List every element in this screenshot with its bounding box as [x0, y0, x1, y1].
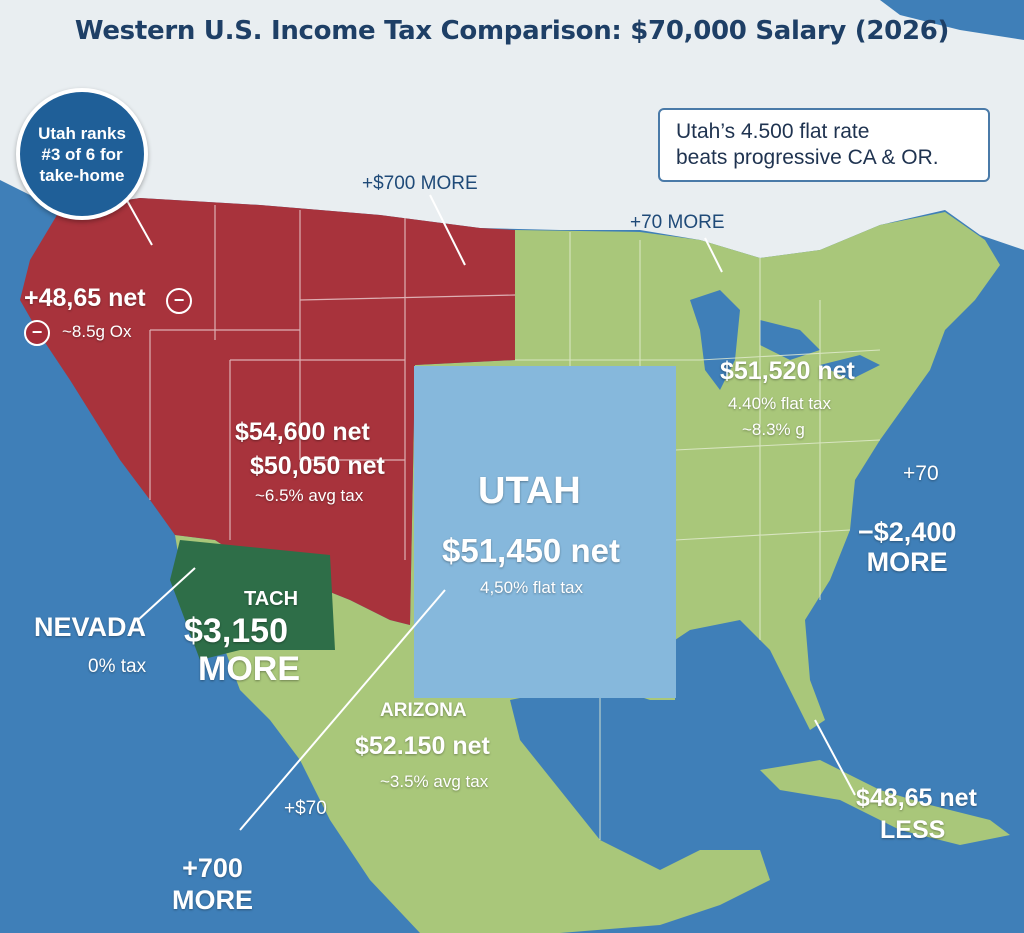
east-plus: +70	[903, 462, 939, 485]
tach-more: MORE	[198, 650, 300, 688]
canada-landmass	[0, 0, 1024, 258]
utah-highlight	[414, 366, 676, 698]
minus-icon: −	[24, 320, 50, 346]
western-states-region	[20, 198, 515, 625]
northern-water	[880, 0, 1024, 40]
east-more: −$2,400 MORE	[858, 517, 957, 577]
great-lakes	[690, 290, 880, 390]
east-sub: ~8.3% g	[742, 420, 805, 439]
utah-tax: 4,50% flat tax	[480, 578, 584, 597]
arizona-tax: ~3.5% avg tax	[380, 772, 489, 791]
top-arrow	[429, 194, 466, 266]
nevada-highlight	[170, 540, 335, 660]
florida-net: $48,65 net	[856, 784, 977, 812]
arizona-net: $52.150 net	[355, 732, 490, 760]
utah-callout: Utah’s 4.500 flat rate beats progressive…	[658, 108, 990, 182]
small-plus-label: +$70	[284, 798, 327, 819]
nevada-name: NEVADA	[34, 612, 147, 642]
mid-arrow	[704, 237, 723, 273]
east-tax: 4.40% flat tax	[728, 394, 832, 413]
utah-callout-text: Utah’s 4.500 flat rate beats progressive…	[676, 120, 939, 169]
top-more-label: +$700 MORE	[362, 173, 478, 194]
red-net-label-2: $50,050 net	[250, 452, 385, 480]
east-net: $51,520 net	[720, 357, 855, 385]
tach-label: TACH	[244, 588, 299, 610]
utah-name: UTAH	[478, 470, 581, 512]
caribbean-island	[760, 760, 1010, 845]
nevada-tax: 0% tax	[88, 656, 147, 677]
nw-net-label: +48,65 net	[24, 284, 146, 312]
nw-tax-label: ~8.5g Ox	[62, 322, 132, 341]
red-net-label-1: $54,600 net	[235, 418, 370, 446]
tach-amount: $3,150	[184, 612, 288, 650]
nevada-arrow	[137, 567, 196, 621]
florida-arrow	[814, 719, 856, 796]
florida-less: LESS	[880, 816, 946, 844]
rank-badge-text: Utah ranks #3 of 6 for take-home	[38, 123, 126, 185]
utah-net: $51,450 net	[442, 532, 620, 569]
mid-more-label: +70 MORE	[630, 212, 725, 233]
minus-icon: −	[166, 288, 192, 314]
arizona-name: ARIZONA	[380, 700, 467, 721]
bottom-more-label: +700 MORE	[172, 853, 253, 915]
bottom-arrow	[239, 589, 446, 831]
state-borders	[149, 205, 516, 560]
red-tax-label: ~6.5% avg tax	[255, 486, 364, 505]
rank-badge: Utah ranks #3 of 6 for take-home	[16, 88, 148, 220]
page-title: Western U.S. Income Tax Comparison: $70,…	[74, 16, 950, 46]
